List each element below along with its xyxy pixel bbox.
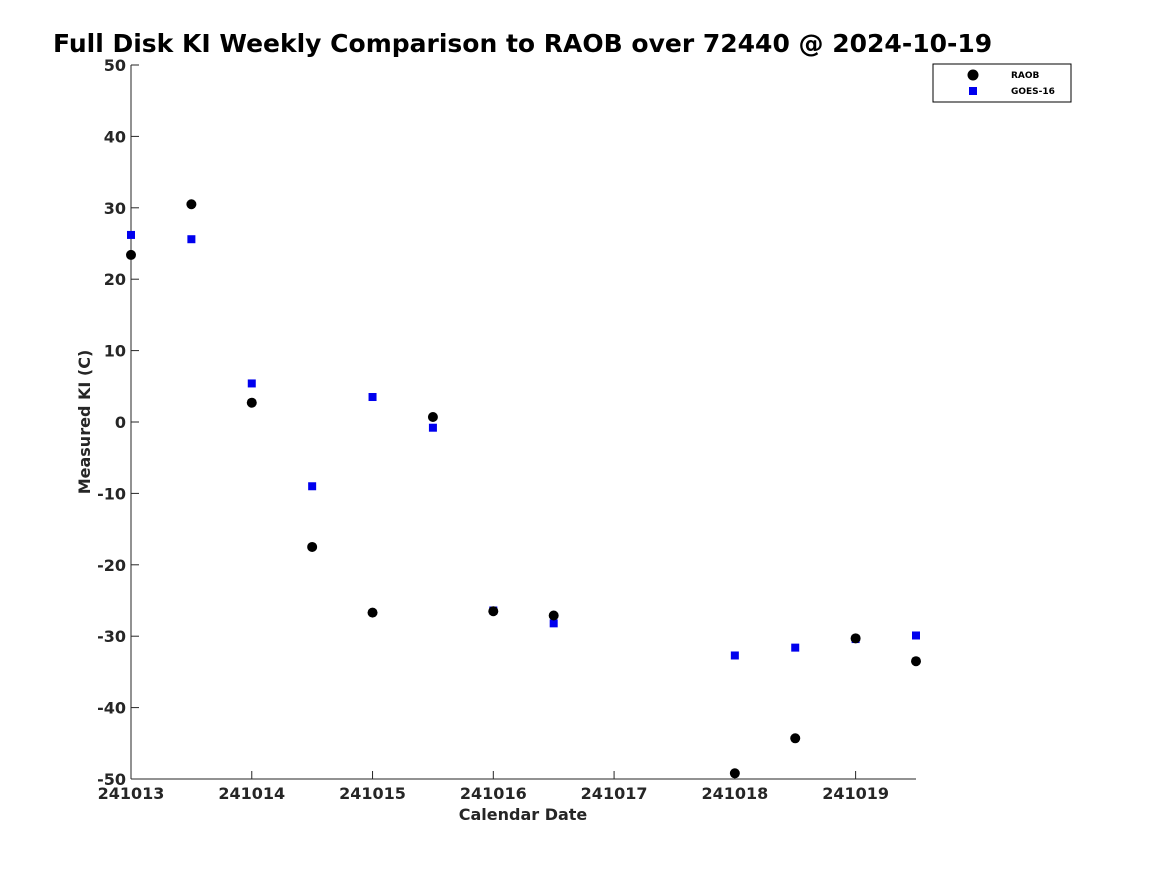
x-tick-label: 241019: [822, 784, 889, 803]
axes: [130, 64, 916, 780]
raob-point: [790, 733, 801, 744]
y-tick-label: 30: [104, 199, 126, 218]
x-tick-label: 241014: [218, 784, 285, 803]
y-tick-label: 10: [104, 342, 126, 361]
raob-point: [427, 412, 438, 423]
goes16-point: [912, 631, 920, 640]
raob-point: [126, 249, 136, 260]
legend-marker-goes16: [969, 87, 977, 95]
raob-point: [307, 541, 318, 552]
chart-title: Full Disk KI Weekly Comparison to RAOB o…: [53, 29, 992, 58]
y-tick-label: 0: [115, 413, 126, 432]
raob-point: [367, 607, 378, 618]
goes16-point: [127, 230, 135, 239]
x-tick-label: 241016: [460, 784, 527, 803]
goes16-point: [308, 482, 317, 491]
x-tick-label: 241017: [581, 784, 648, 803]
raob-point: [911, 656, 921, 667]
goes16-point: [247, 379, 256, 388]
y-tick-label: 40: [104, 127, 126, 146]
x-tick-label: 241018: [701, 784, 768, 803]
x-axis-label: Calendar Date: [459, 805, 588, 824]
goes16-point: [368, 393, 377, 402]
y-tick-label: 20: [104, 270, 126, 289]
raob-point: [186, 199, 197, 210]
goes16-point: [791, 643, 800, 652]
y-tick-label: 50: [104, 56, 126, 75]
y-axis-label: Measured KI (C): [75, 350, 94, 495]
legend-label-goes16: GOES-16: [1011, 87, 1055, 97]
goes16-point: [730, 651, 739, 660]
x-tick-label: 241015: [339, 784, 406, 803]
goes16-point: [187, 235, 196, 244]
raob-point: [548, 610, 559, 621]
y-tick-label: -20: [97, 556, 126, 575]
y-tick-label: -40: [97, 699, 126, 718]
y-tick-label: -10: [97, 484, 126, 503]
legend: RAOB GOES-16: [932, 63, 1072, 103]
goes16-point: [428, 423, 437, 432]
y-tick-label: -30: [97, 627, 126, 646]
raob-point: [246, 397, 257, 408]
raob-point: [729, 768, 740, 779]
y-tick-label: -50: [97, 770, 126, 789]
legend-box: [932, 63, 1072, 103]
data-marks: [126, 199, 921, 779]
raob-point: [488, 606, 499, 617]
legend-label-raob: RAOB: [1011, 71, 1040, 81]
x-tick-label: 241013: [98, 784, 165, 803]
raob-point: [850, 633, 861, 644]
legend-marker-raob: [967, 69, 979, 81]
goes16-point: [549, 619, 558, 628]
